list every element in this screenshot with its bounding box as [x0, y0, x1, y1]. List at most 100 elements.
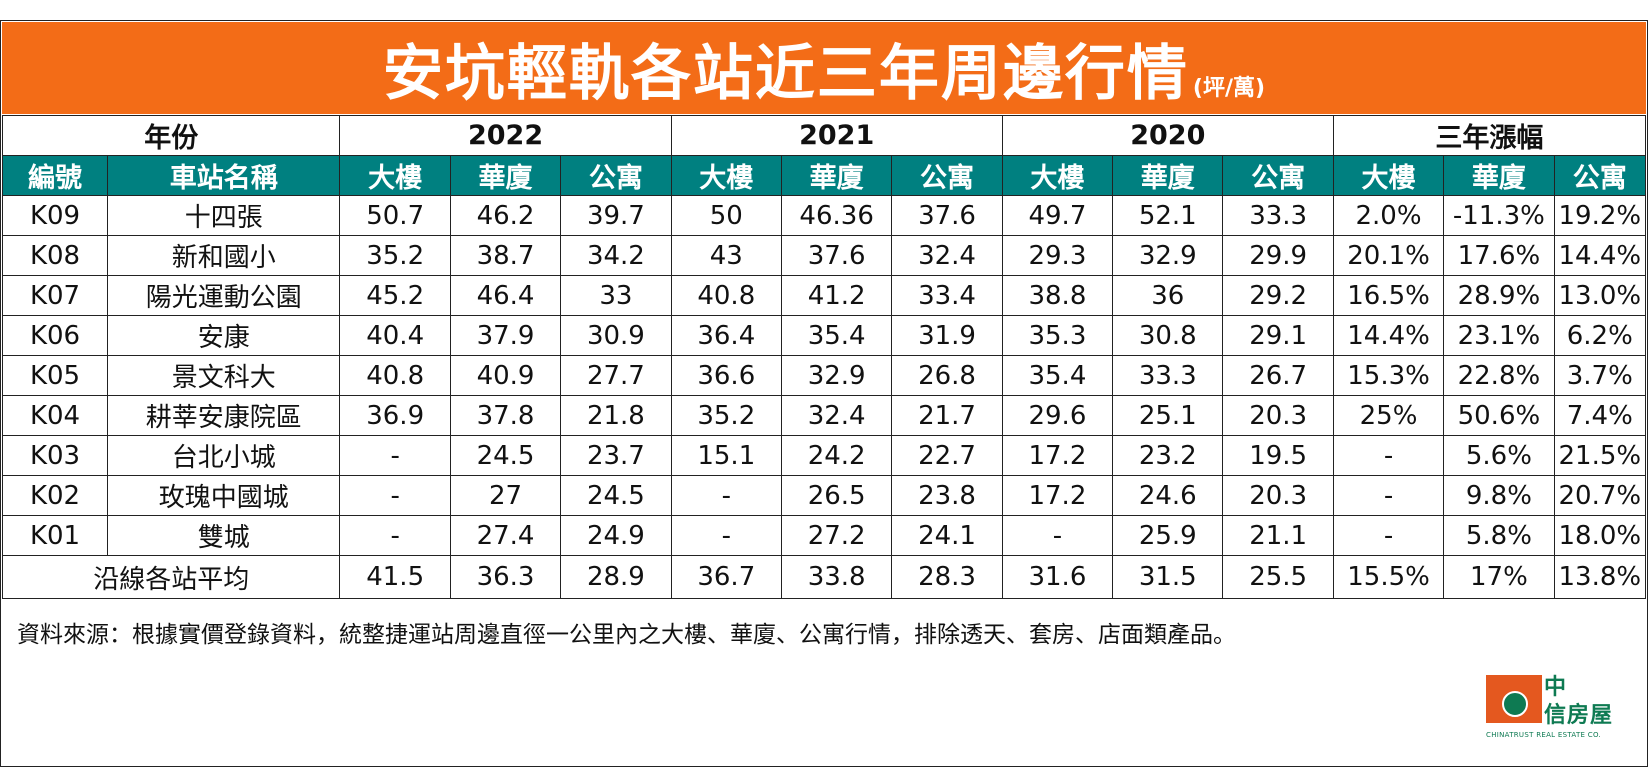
globe-icon: [1502, 691, 1528, 717]
title-unit: (坪/萬): [1192, 76, 1266, 101]
station-code: K05: [1, 355, 109, 396]
station-code: K04: [1, 395, 109, 436]
year-header-row: 年份 2022 2021 2020 三年漲幅: [1, 115, 1647, 156]
value-cell: 32.4: [891, 235, 1003, 276]
value-cell: 26.7: [1222, 355, 1334, 396]
value-cell: 24.6: [1112, 475, 1224, 516]
value-cell: 21.1: [1222, 515, 1334, 556]
table-row: K07 陽光運動公園 45.2 46.4 33 40.8 41.2 33.4 38.8 36 29.…: [1, 275, 1647, 316]
infographic-frame: 安坑輕軌各站近三年周邊行情 (坪/萬) 年份 2022 2021 2020 三年…: [0, 20, 1648, 767]
value-cell: 37.6: [780, 235, 893, 276]
value-cell: 16.5%: [1332, 275, 1445, 316]
value-cell: 46.2: [449, 195, 562, 236]
table-row: K06 安康 40.4 37.9 30.9 36.4 35.4 31.9 35.3 30.8 29.…: [1, 315, 1647, 356]
value-cell: 23.7: [560, 435, 672, 476]
value-cell: 50.7: [339, 195, 451, 236]
logo-mark: [1486, 675, 1542, 723]
value-cell: 40.4: [339, 315, 451, 356]
value-cell: 25.9: [1112, 515, 1224, 556]
column-header-row: 編號 車站名稱 大樓 華廈 公寓 大樓 華廈 公寓 大樓 華廈 公寓 大樓 華廈 公寓: [1, 155, 1647, 196]
value-cell: -: [1001, 515, 1114, 556]
value-cell: 33: [560, 275, 672, 316]
average-value-cell: 33.8: [780, 555, 893, 599]
value-cell: 38.8: [1001, 275, 1114, 316]
station-name: 玫瑰中國城: [107, 475, 341, 516]
value-cell: 21.8: [560, 395, 672, 436]
value-cell: -11.3%: [1443, 195, 1555, 236]
logo-text-line2: 信房屋: [1544, 703, 1614, 728]
value-cell: 14.4%: [1553, 235, 1647, 276]
growth-header: 三年漲幅: [1332, 115, 1647, 156]
value-cell: 32.9: [780, 355, 893, 396]
value-cell: 36: [1112, 275, 1224, 316]
value-cell: 34.2: [560, 235, 672, 276]
value-cell: 35.2: [670, 395, 782, 436]
value-cell: 17.2: [1001, 435, 1114, 476]
column-header-type: 公寓: [560, 155, 672, 196]
value-cell: 14.4%: [1332, 315, 1445, 356]
value-cell: 27.4: [449, 515, 562, 556]
value-cell: 35.3: [1001, 315, 1114, 356]
table-row: K05 景文科大 40.8 40.9 27.7 36.6 32.9 26.8 35.4 33.3 2…: [1, 355, 1647, 396]
table-row: K02 玫瑰中國城 -27 24.5-26.5 23.8 17.2 24.6 20.3-9.8…: [1, 475, 1647, 516]
value-cell: 37.6: [891, 195, 1003, 236]
logo-english-name: CHINATRUST REAL ESTATE CO.: [1486, 731, 1602, 739]
value-cell: 20.3: [1222, 475, 1334, 516]
value-cell: 40.8: [339, 355, 451, 396]
value-cell: 22.8%: [1443, 355, 1555, 396]
value-cell: -: [670, 475, 782, 516]
average-value-cell: 28.9: [560, 555, 672, 599]
table-row: K04 耕莘安康院區 36.9 37.8 21.8 35.2 32.4 21.7 29.6 25.…: [1, 395, 1647, 436]
column-header-station: 車站名稱: [107, 155, 341, 196]
page-title: 安坑輕軌各站近三年周邊行情: [382, 38, 1189, 109]
company-logo: 中 信房屋 CHINATRUST REAL ESTATE CO.: [1486, 669, 1626, 749]
station-code: K01: [1, 515, 109, 556]
value-cell: 27.2: [780, 515, 893, 556]
value-cell: 26.5: [780, 475, 893, 516]
value-cell: 19.5: [1222, 435, 1334, 476]
station-name: 雙城: [107, 515, 341, 556]
value-cell: -: [1332, 515, 1445, 556]
value-cell: 33.4: [891, 275, 1003, 316]
table-body: K09 十四張 50.7 46.2 39.7 50 46.36 37.6 49.7 52.1 33.…: [1, 195, 1647, 599]
station-code: K08: [1, 235, 109, 276]
value-cell: 36.6: [670, 355, 782, 396]
average-value-cell: 36.7: [670, 555, 782, 599]
value-cell: 43: [670, 235, 782, 276]
value-cell: 36.9: [339, 395, 451, 436]
station-code: K09: [1, 195, 109, 236]
station-code: K02: [1, 475, 109, 516]
value-cell: 49.7: [1001, 195, 1114, 236]
value-cell: 20.1%: [1332, 235, 1445, 276]
table-row: K09 十四張 50.7 46.2 39.7 50 46.36 37.6 49.7 52.1 33.…: [1, 195, 1647, 236]
average-row: 沿線各站平均 41.5 36.3 28.9 36.7 33.8 28.3 31.6 31.5 25…: [1, 555, 1647, 599]
year-header-2022: 2022: [339, 115, 672, 156]
value-cell: 20.3: [1222, 395, 1334, 436]
column-header-type: 華廈: [449, 155, 562, 196]
value-cell: 50: [670, 195, 782, 236]
value-cell: 21.7: [891, 395, 1003, 436]
station-name: 台北小城: [107, 435, 341, 476]
station-code: K03: [1, 435, 109, 476]
value-cell: 29.3: [1001, 235, 1114, 276]
column-header-type: 大樓: [339, 155, 451, 196]
value-cell: 35.4: [780, 315, 893, 356]
value-cell: 25%: [1332, 395, 1445, 436]
value-cell: 24.1: [891, 515, 1003, 556]
value-cell: 19.2%: [1553, 195, 1647, 236]
year-header-2021: 2021: [670, 115, 1003, 156]
average-label: 沿線各站平均: [1, 555, 341, 599]
value-cell: 30.8: [1112, 315, 1224, 356]
column-header-type: 公寓: [1553, 155, 1647, 196]
value-cell: 29.9: [1222, 235, 1334, 276]
value-cell: 6.2%: [1553, 315, 1647, 356]
value-cell: 17.2: [1001, 475, 1114, 516]
value-cell: 18.0%: [1553, 515, 1647, 556]
station-code: K07: [1, 275, 109, 316]
value-cell: 26.8: [891, 355, 1003, 396]
average-value-cell: 28.3: [891, 555, 1003, 599]
source-note: 資料來源：根據實價登錄資料，統整捷運站周邊直徑一公里內之大樓、華廈、公寓行情，排…: [17, 622, 1236, 648]
value-cell: 29.1: [1222, 315, 1334, 356]
value-cell: 46.4: [449, 275, 562, 316]
value-cell: 9.8%: [1443, 475, 1555, 516]
